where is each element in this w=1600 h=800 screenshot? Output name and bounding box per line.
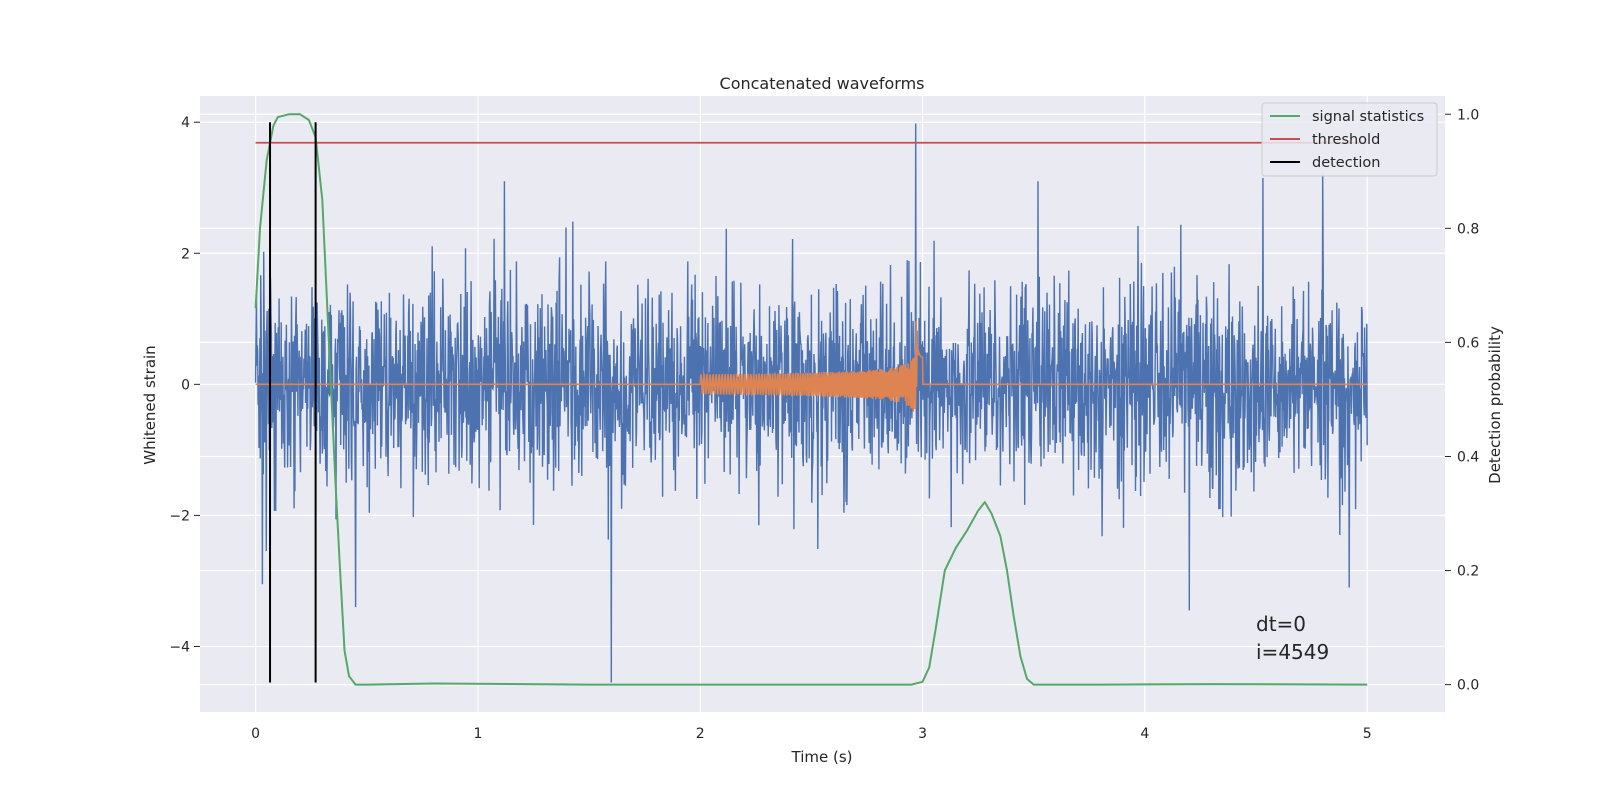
x-tick-label: 0: [251, 726, 260, 742]
axis-ticks: 0 1 2 3 4 5 −4 −2 0 2 4 0.0 0.2 0.4 0.6 0.8 1.0: [169, 107, 1479, 742]
y-right-tick-label: 1.0: [1457, 107, 1479, 123]
y-axis-label-right: Detection probability: [1486, 326, 1504, 484]
y-tick-label: −4: [169, 639, 190, 655]
x-tick-label: 2: [696, 726, 705, 742]
x-tick-label: 5: [1363, 726, 1372, 742]
legend-label-threshold: threshold: [1312, 132, 1380, 148]
strain-line: [254, 123, 1368, 683]
legend-box: [1261, 102, 1438, 177]
y-tick-label: 2: [181, 246, 190, 262]
y-right-tick-label: 0.6: [1457, 335, 1479, 351]
y-right-tick-label: 0.8: [1457, 221, 1479, 237]
x-tick-label: 3: [918, 726, 927, 742]
legend-label-detection: detection: [1312, 155, 1380, 171]
signal-statistics-series: [254, 113, 1368, 686]
strain-series: [254, 123, 1368, 683]
x-axis-label: Time (s): [791, 748, 853, 766]
y-axis-label: Whitened strain: [141, 345, 159, 464]
y-right-tick-label: 0.4: [1457, 449, 1479, 465]
chirp-template-series: [255, 320, 1368, 412]
y-right-tick-label: 0.2: [1457, 564, 1479, 580]
annotation-dt: dt=0: [1256, 612, 1306, 636]
x-tick-label: 4: [1140, 726, 1149, 742]
signal-statistics-line: [254, 113, 1368, 686]
y-right-tick-label: 0.0: [1457, 678, 1479, 694]
chart-title: Concatenated waveforms: [720, 74, 925, 93]
y-tick-label: 0: [181, 377, 190, 393]
legend-label-signal-statistics: signal statistics: [1312, 109, 1424, 125]
x-tick-label: 1: [473, 726, 482, 742]
y-tick-label: −2: [169, 508, 190, 524]
detection-series: [269, 122, 317, 683]
legend: signal statistics threshold detection: [1261, 102, 1438, 177]
y-tick-label: 4: [181, 115, 190, 131]
chirp-line: [255, 320, 1368, 412]
annotation-index: i=4549: [1256, 640, 1329, 664]
